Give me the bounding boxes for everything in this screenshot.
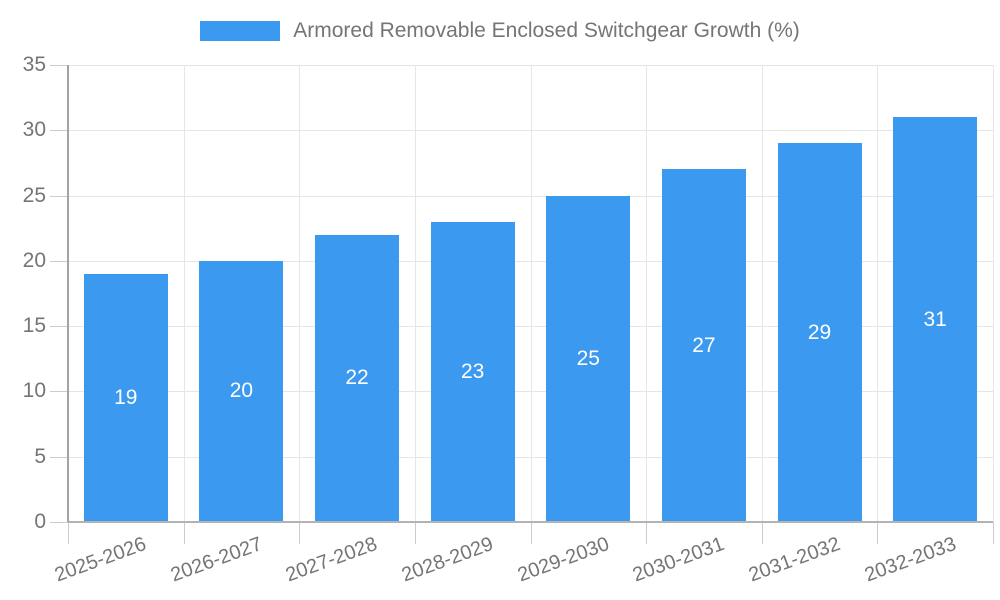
y-axis-tick xyxy=(50,195,68,197)
x-gridline xyxy=(877,65,879,522)
x-gridline xyxy=(299,65,301,522)
legend-swatch[interactable] xyxy=(200,21,281,41)
y-axis-tick-label: 0 xyxy=(34,510,46,533)
x-axis-tick xyxy=(761,522,763,544)
y-axis-tick xyxy=(50,260,68,262)
x-axis-tick-label: 2026-2027 xyxy=(167,533,265,587)
x-gridline xyxy=(761,65,763,522)
y-axis-tick-label: 20 xyxy=(22,248,46,272)
y-axis-line xyxy=(67,65,69,522)
bar-value-label: 31 xyxy=(923,307,947,331)
legend-label: Armored Removable Enclosed Switchgear Gr… xyxy=(293,19,800,42)
x-axis-tick-label: 2025-2026 xyxy=(51,533,150,587)
y-axis-tick-label: 15 xyxy=(22,314,46,338)
bar[interactable] xyxy=(546,195,631,522)
x-axis-tick-label: 2032-2033 xyxy=(861,533,959,587)
bar-value-label: 29 xyxy=(807,320,832,344)
bar[interactable] xyxy=(430,221,515,522)
y-axis-tick xyxy=(50,522,68,523)
x-axis-line xyxy=(68,521,993,523)
x-axis-tick xyxy=(183,522,185,544)
x-axis-tick-label: 2027-2028 xyxy=(283,533,381,587)
bar-value-label: 25 xyxy=(576,346,600,370)
y-axis-tick-label: 30 xyxy=(22,118,46,142)
bar-value-label: 27 xyxy=(692,333,716,357)
x-axis-tick-label: 2030-2031 xyxy=(630,533,728,587)
x-axis-tick xyxy=(414,522,416,544)
x-axis-tick xyxy=(993,522,994,544)
bar-value-label: 19 xyxy=(114,385,138,409)
x-axis-tick xyxy=(299,522,301,544)
bar-value-label: 23 xyxy=(461,359,485,383)
y-axis-tick xyxy=(50,65,68,66)
x-gridline xyxy=(414,65,416,522)
x-axis-tick-label: 2031-2032 xyxy=(745,533,844,587)
x-axis-tick xyxy=(646,522,648,544)
x-axis-tick-label: 2028-2029 xyxy=(398,533,497,587)
x-gridline xyxy=(646,65,648,522)
bar[interactable] xyxy=(661,169,746,522)
bar[interactable] xyxy=(83,273,168,522)
x-axis-tick xyxy=(530,522,532,544)
bar[interactable] xyxy=(315,234,400,522)
y-axis-tick xyxy=(50,326,68,328)
x-gridline xyxy=(183,65,185,522)
bar[interactable] xyxy=(199,260,284,522)
y-axis-tick xyxy=(50,391,68,393)
x-axis-tick-label: 2029-2030 xyxy=(514,533,612,587)
x-axis-tick xyxy=(877,522,879,544)
y-axis-tick-label: 5 xyxy=(34,444,46,468)
y-axis-tick-label: 35 xyxy=(22,53,46,76)
bar[interactable] xyxy=(777,143,862,522)
x-gridline xyxy=(530,65,532,522)
y-axis-tick xyxy=(50,456,68,458)
x-gridline xyxy=(993,65,994,522)
y-axis-tick xyxy=(50,130,68,132)
bar-value-label: 22 xyxy=(345,366,369,390)
x-axis-tick xyxy=(68,522,69,544)
y-axis-tick-label: 25 xyxy=(22,183,46,207)
bar[interactable] xyxy=(893,117,978,522)
bar-value-label: 20 xyxy=(229,379,254,403)
legend[interactable]: Armored Removable Enclosed Switchgear Gr… xyxy=(0,19,1000,42)
y-axis-tick-label: 10 xyxy=(22,379,46,403)
